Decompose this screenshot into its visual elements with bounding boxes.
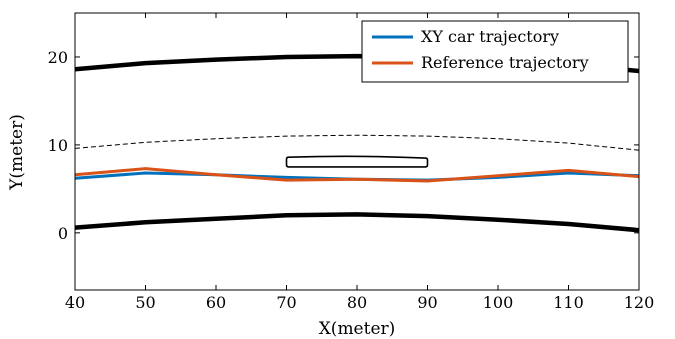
x-tick-label: 100 [483,293,514,312]
x-tick-label: 90 [417,293,437,312]
x-tick-label: 120 [624,293,655,312]
x-tick-label: 80 [347,293,367,312]
road-lower-edge [75,214,639,230]
y-tick-label: 10 [48,136,68,155]
x-tick-label: 110 [553,293,584,312]
x-axis-label: X(meter) [319,319,396,339]
x-tick-label: 50 [135,293,155,312]
x-tick-label: 70 [276,293,296,312]
y-tick-label: 0 [58,224,68,243]
legend-label-reference: Reference trajectory [421,53,589,72]
obstacle-outline [287,156,428,167]
x-tick-label: 40 [65,293,85,312]
x-tick-label: 60 [206,293,226,312]
y-tick-label: 20 [48,48,68,67]
legend: XY car trajectory Reference trajectory [362,21,628,82]
legend-label-xy: XY car trajectory [421,27,559,46]
road-center-line [75,135,639,150]
y-axis-label: Y(meter) [7,114,27,191]
